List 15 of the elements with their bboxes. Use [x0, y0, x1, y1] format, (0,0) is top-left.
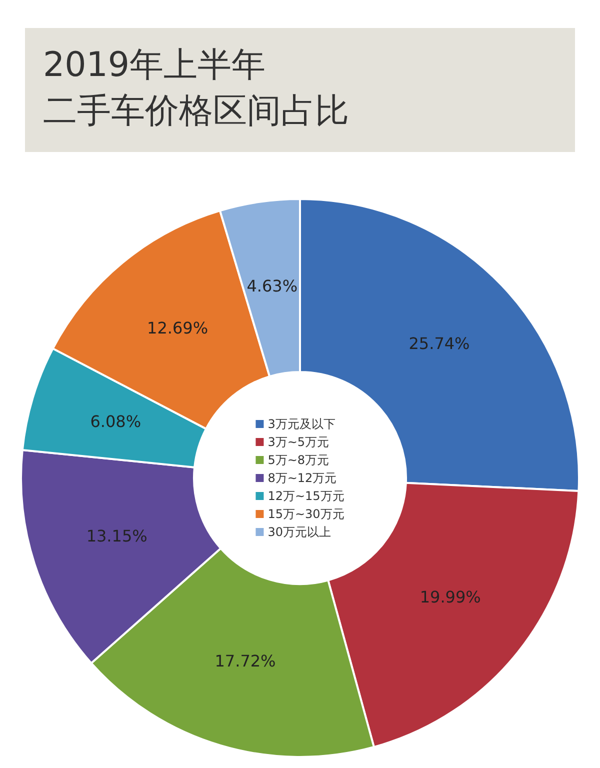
- data-label: 4.63%: [246, 276, 298, 296]
- data-label: 25.74%: [408, 334, 470, 354]
- legend-label: 30万元以上: [268, 524, 331, 541]
- data-label: 17.72%: [214, 652, 276, 671]
- data-label: 13.15%: [86, 526, 148, 546]
- data-label: 12.69%: [147, 318, 208, 338]
- legend-label: 3万元及以下: [268, 416, 336, 433]
- data-label: 6.08%: [90, 412, 142, 431]
- legend-label: 5万~8万元: [268, 452, 330, 469]
- legend-label: 3万~5万元: [268, 434, 330, 451]
- legend-label: 8万~12万元: [268, 470, 337, 487]
- data-label: 19.99%: [420, 587, 481, 606]
- legend-label: 12万~15万元: [268, 488, 344, 505]
- chart-title: 2019年上半年二手车价格区间占比: [43, 44, 350, 133]
- legend-label: 15万~30万元: [268, 506, 344, 523]
